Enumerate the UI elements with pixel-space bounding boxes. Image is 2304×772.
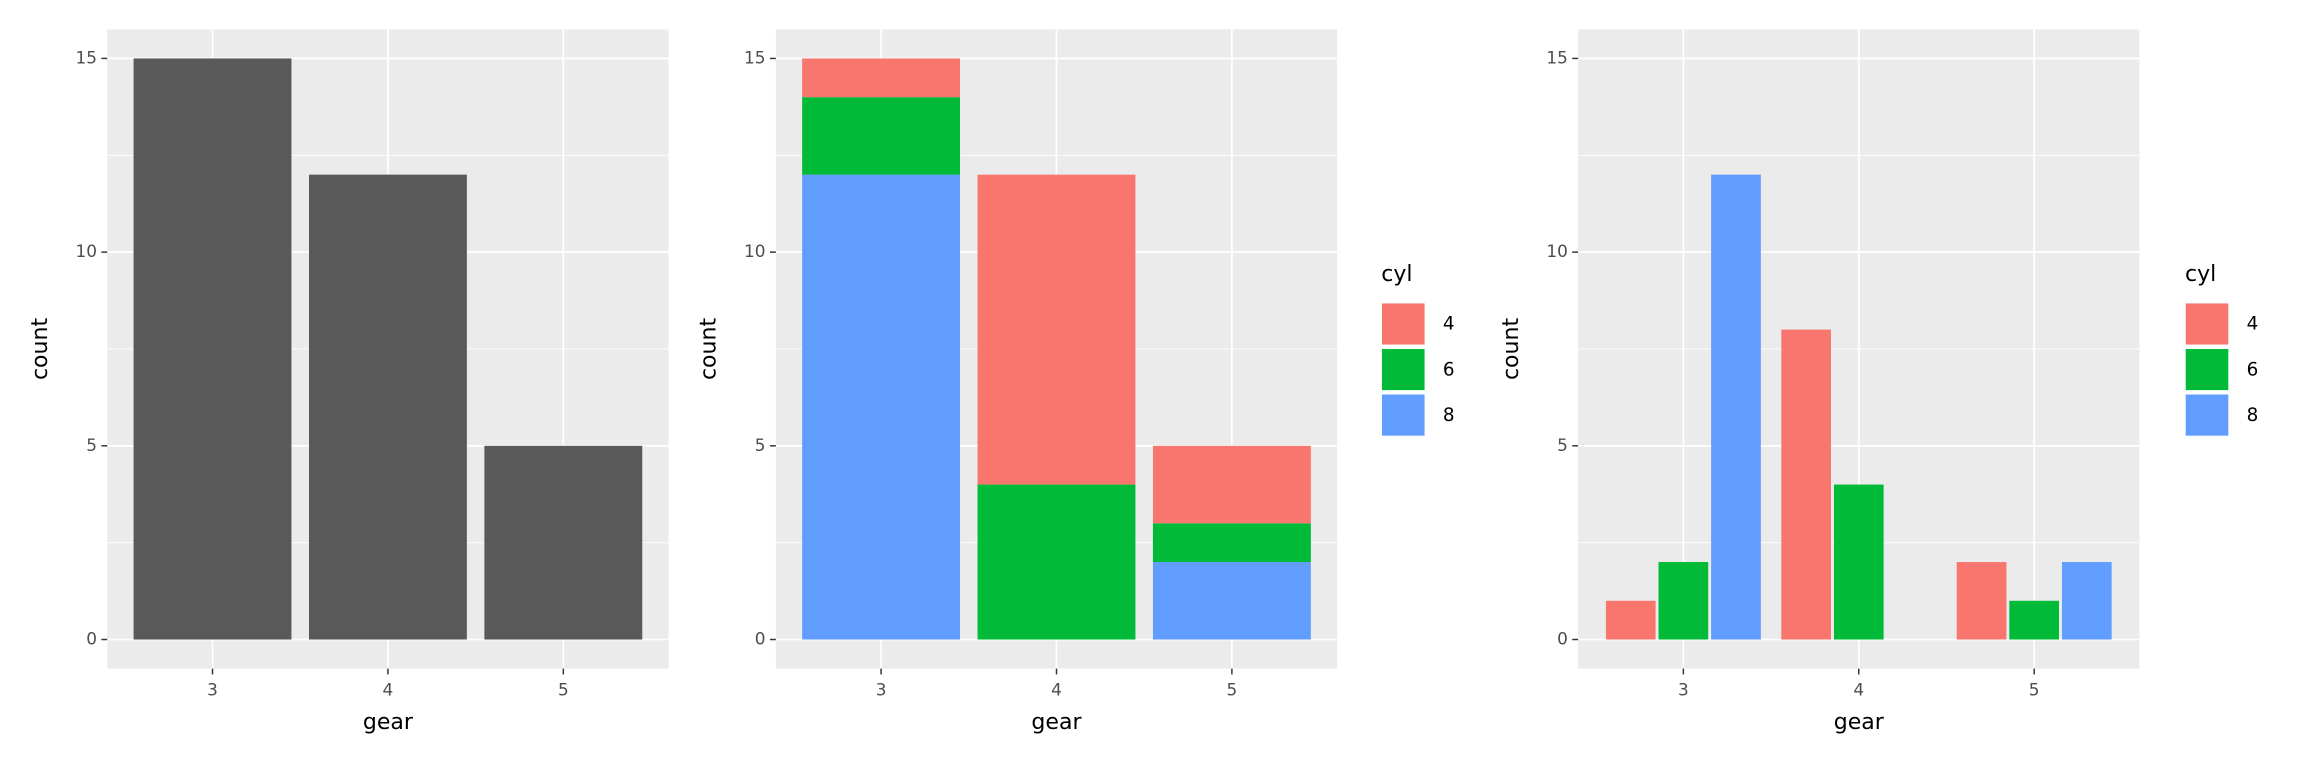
y-tick-label: 10 [744,241,765,261]
legend-title: cyl [1381,262,1412,287]
legend-title: cyl [2185,262,2216,287]
bar [2009,600,2060,640]
y-tick-label: 15 [1546,47,1567,67]
legend-key [1380,347,1427,392]
bar [484,445,643,640]
y-axis-title: count [1499,318,1524,381]
x-tick-label: 3 [207,680,218,700]
x-tick-label: 4 [383,680,394,700]
x-tick-label: 3 [876,680,887,700]
legend-key [2184,347,2230,392]
y-tick-label: 5 [86,435,97,455]
bar [1605,600,1656,640]
bar [1833,484,1884,640]
y-tick-label: 0 [1557,629,1568,649]
bar-segment [977,484,1136,640]
bar-segment [802,174,961,640]
legend-key [2184,393,2230,438]
y-tick-label: 5 [755,435,766,455]
bar [1956,562,2007,640]
y-tick-label: 0 [755,629,766,649]
legend-label: 6 [2247,359,2259,380]
y-tick-label: 5 [1557,435,1568,455]
bar-segment [1152,445,1311,524]
bar-segment [802,97,961,175]
legend-key [1380,301,1427,347]
bar-segment [1152,523,1311,563]
bar [1711,174,1761,640]
bar [1781,329,1831,640]
legend-label: 4 [1443,314,1455,335]
bar-segment [1152,562,1311,640]
legend-label: 6 [1443,359,1455,380]
y-tick-label: 10 [76,241,97,261]
y-tick-label: 10 [1546,241,1567,261]
bar [133,58,292,640]
x-axis-title: gear [363,710,414,735]
x-tick-label: 4 [1853,680,1864,700]
legend-label: 8 [1443,405,1455,426]
bar [308,174,467,640]
y-tick-label: 15 [76,47,97,67]
y-axis-title: count [28,318,53,381]
x-axis-title: gear [1834,710,1885,735]
legend-key [1380,393,1427,438]
bar-segment [802,58,961,98]
x-tick-label: 4 [1051,680,1062,700]
y-tick-label: 0 [86,629,97,649]
legend-key [2184,301,2230,347]
bar-segment [977,174,1136,485]
bar [1658,562,1709,640]
y-tick-label: 15 [744,47,765,67]
x-tick-label: 5 [1227,680,1238,700]
legend-label: 8 [2247,405,2259,426]
y-axis-title: count [697,318,722,381]
x-tick-label: 5 [558,680,569,700]
x-axis-title: gear [1031,710,1082,735]
x-tick-label: 5 [2029,680,2040,700]
legend-label: 4 [2247,314,2259,335]
bar [2061,562,2112,640]
x-tick-label: 3 [1678,680,1689,700]
